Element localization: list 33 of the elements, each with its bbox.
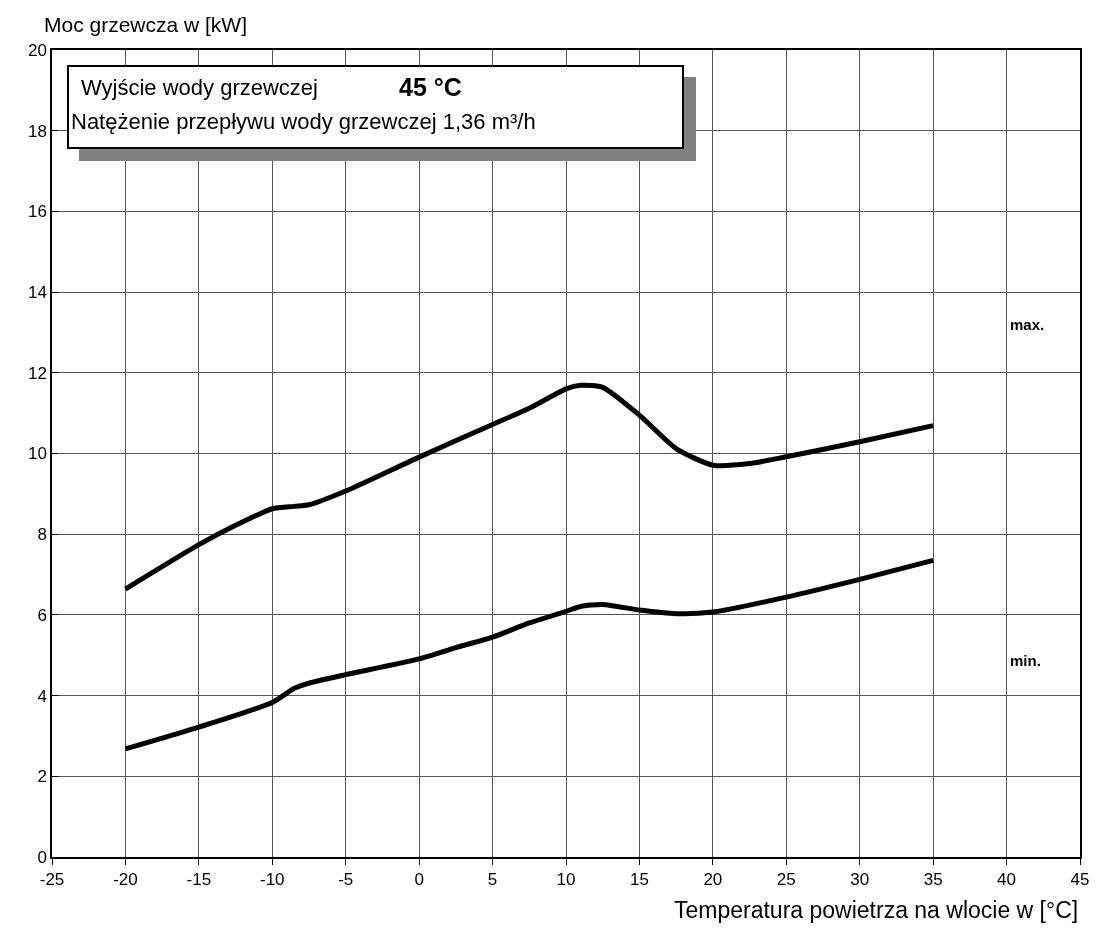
x-tick-label: -20 <box>113 870 138 890</box>
x-tick-label: 15 <box>629 870 649 890</box>
x-tick-label: 40 <box>997 870 1017 890</box>
y-tick-label: 8 <box>37 525 47 545</box>
y-tick-label: 4 <box>37 686 47 706</box>
x-tick-label: -15 <box>186 870 212 890</box>
x-tick-label: -10 <box>260 870 285 890</box>
x-tick-label: 10 <box>556 870 576 890</box>
y-tick-label: 10 <box>27 444 47 464</box>
annotation: Wyjście wody grzewczej <box>81 75 318 101</box>
annotation: max. <box>1010 316 1045 333</box>
annotation: 45 °C <box>399 73 462 102</box>
x-tick-label: 35 <box>923 870 943 890</box>
y-tick-label: 20 <box>27 40 47 60</box>
y-tick-label: 6 <box>37 605 47 625</box>
x-tick-label: 30 <box>850 870 870 890</box>
y-tick-label: 0 <box>37 847 47 867</box>
x-tick-label: -25 <box>39 870 65 890</box>
y-tick-label: 18 <box>27 121 47 141</box>
annotation: Natężenie przepływu wody grzewczej 1,36 m³/h <box>71 109 536 135</box>
y-tick-label: 12 <box>27 363 47 383</box>
y-tick-label: 16 <box>27 202 47 222</box>
x-tick-label: 0 <box>414 870 424 890</box>
y-axis-title: Moc grzewcza w [kW] <box>44 13 248 36</box>
annotation: min. <box>1010 652 1041 669</box>
x-tick-label: 5 <box>487 870 498 890</box>
x-tick-label: 20 <box>703 870 723 890</box>
x-tick-label: 45 <box>1070 870 1090 890</box>
x-tick-label: -5 <box>338 870 354 890</box>
x-axis-title: Temperatura powietrza na wlocie w [°C] <box>674 897 1079 923</box>
x-tick-label: 25 <box>776 870 796 890</box>
y-tick-label: 14 <box>27 283 47 303</box>
y-tick-label: 2 <box>37 767 47 787</box>
